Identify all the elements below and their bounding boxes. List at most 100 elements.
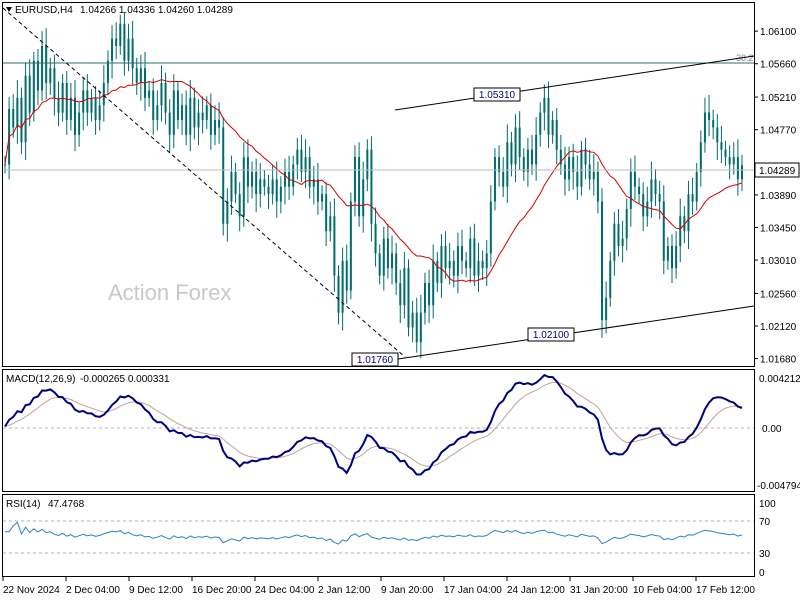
- annotation-mid-low: 1.02100: [527, 327, 575, 342]
- price-candle: [45, 28, 48, 100]
- price-candle: [675, 231, 678, 279]
- rsi-scale-70: 70: [759, 517, 771, 528]
- rsi-title: RSI(14): [6, 499, 40, 510]
- price-candle: [160, 65, 163, 122]
- price-candle: [168, 99, 171, 153]
- price-candle: [73, 80, 76, 152]
- price-candle: [539, 102, 542, 147]
- price-candle: [514, 114, 517, 183]
- price-candle: [613, 211, 616, 276]
- price-candle: [251, 161, 254, 199]
- time-axis-label: 31 Jan 20:00: [570, 585, 628, 596]
- macd-scale-top: 0.004212: [759, 374, 800, 385]
- time-axis-label: 16 Dec 20:00: [192, 585, 252, 596]
- price-candle: [662, 185, 665, 275]
- price-panel-frame: [2, 2, 755, 367]
- price-candle: [246, 139, 249, 204]
- price-candle: [444, 231, 447, 279]
- rsi-line: [5, 521, 743, 545]
- macd-main-line: [4, 373, 743, 476]
- price-candle: [53, 54, 56, 116]
- price-candle: [366, 139, 369, 192]
- price-candle: [386, 223, 389, 279]
- price-candle: [370, 136, 373, 242]
- macd-panel-frame: [2, 369, 755, 492]
- price-candle: [362, 161, 365, 233]
- rsi-scale-0: 0: [759, 568, 765, 579]
- price-axis-label: 1.02120: [760, 322, 797, 333]
- price-candle: [465, 251, 468, 278]
- macd-values: -0.000265 0.000331: [80, 374, 170, 385]
- price-candle: [728, 145, 731, 180]
- price-candle: [222, 117, 225, 236]
- price-candle: [24, 62, 27, 161]
- price-candle: [345, 244, 348, 304]
- symbol-menu-icon[interactable]: [6, 7, 12, 12]
- price-candle: [102, 65, 105, 122]
- price-candle: [654, 168, 657, 206]
- price-candle: [489, 185, 492, 267]
- time-axis-label: 9 Dec 12:00: [129, 585, 183, 596]
- price-candle: [135, 57, 138, 95]
- price-candle: [658, 180, 661, 220]
- price-candle: [12, 94, 15, 138]
- price-axis: 1.06100 1.05660 1.05210 1.04770 1.03890 1.034…: [754, 27, 797, 366]
- rsi-value: 47.4768: [48, 499, 85, 510]
- price-axis-label: 1.05660: [760, 60, 797, 71]
- time-axis-label: 17 Feb 12:00: [696, 585, 755, 596]
- price-candle: [559, 134, 562, 175]
- price-candle: [20, 87, 23, 155]
- price-candle: [86, 74, 89, 126]
- price-candle: [57, 81, 60, 126]
- price-axis-label: 1.04770: [760, 126, 797, 137]
- price-candle: [205, 96, 208, 129]
- annotation-mid-low-label: 1.02100: [533, 330, 570, 341]
- price-candle: [337, 265, 340, 325]
- price-candle: [621, 220, 624, 263]
- price-candle: [411, 300, 414, 343]
- time-axis: 22 Nov 2024 2 Dec 04:00 9 Dec 12:00 16 Dec …: [2, 577, 755, 596]
- time-axis-label: 10 Feb 04:00: [633, 585, 692, 596]
- price-candle: [49, 57, 52, 95]
- time-axis-label: 9 Jan 20:00: [381, 585, 434, 596]
- price-candle: [242, 142, 245, 227]
- price-candle: [407, 259, 410, 337]
- price-candle: [131, 20, 134, 85]
- price-candle: [633, 155, 636, 201]
- price-candle: [36, 48, 39, 106]
- price-candle: [712, 109, 715, 140]
- macd-scale-zero: 0.00: [762, 424, 782, 435]
- time-axis-label: 17 Jan 04:00: [444, 585, 502, 596]
- macd-scale-bottom: -0.004794: [757, 481, 800, 492]
- price-candle: [580, 140, 583, 196]
- lower-channel-line: [397, 305, 755, 360]
- price-candle: [732, 142, 735, 175]
- price-candle: [181, 93, 184, 135]
- moving-average-line: [4, 79, 743, 283]
- price-candle: [172, 74, 175, 149]
- price-candle: [625, 198, 628, 251]
- price-axis-label: 1.03890: [760, 191, 797, 202]
- price-candle: [111, 25, 114, 79]
- price-candle: [275, 161, 278, 218]
- price-candle: [106, 50, 109, 95]
- price-candle: [16, 80, 19, 144]
- price-candle: [671, 234, 674, 284]
- price-candle: [279, 176, 282, 214]
- macd-signal-line: [4, 381, 743, 468]
- rsi-scale-100: 100: [759, 499, 776, 510]
- time-axis-label: 24 Jan 12:00: [507, 585, 565, 596]
- price-candle: [255, 158, 258, 212]
- upper-channel-line: [394, 55, 755, 111]
- price-candle: [271, 164, 274, 205]
- price-candle: [584, 137, 587, 180]
- price-candle: [679, 198, 682, 263]
- current-price-value: 1.04289: [759, 166, 796, 177]
- price-candle: [716, 114, 719, 161]
- price-candle: [423, 272, 426, 325]
- price-candle: [119, 14, 122, 55]
- price-candle: [448, 243, 451, 285]
- price-candle: [493, 148, 496, 211]
- price-candle: [456, 232, 459, 294]
